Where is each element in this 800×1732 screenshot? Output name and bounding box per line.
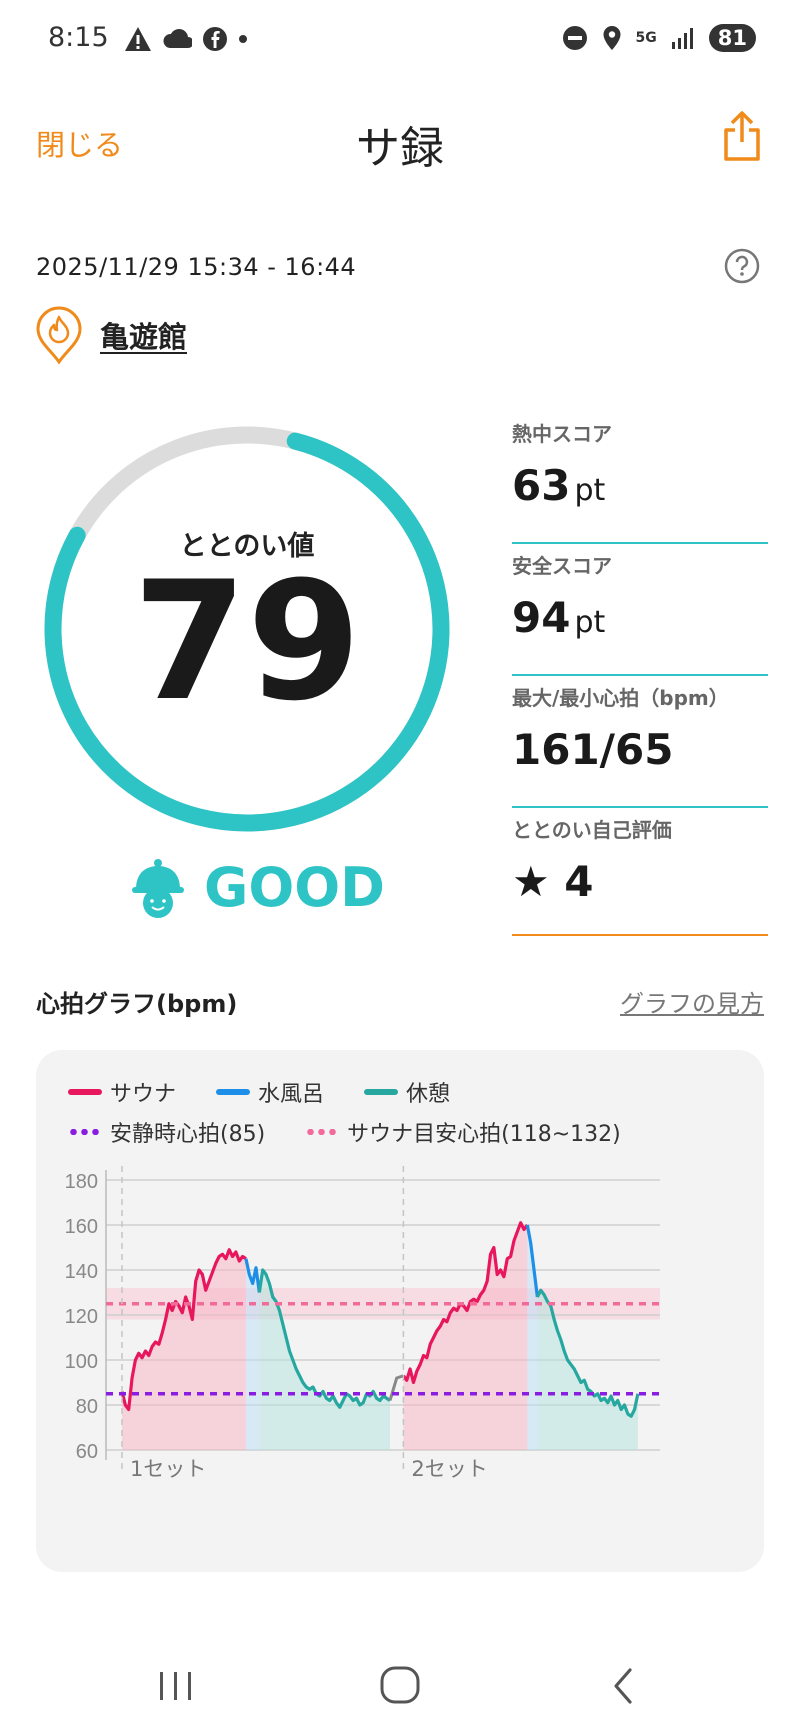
back-icon[interactable] — [596, 1660, 652, 1712]
sauna-hat-face-icon — [132, 858, 184, 918]
notification-icons — [124, 26, 248, 52]
y-tick-label: 80 — [76, 1396, 98, 1418]
close-button[interactable]: 閉じる — [36, 128, 124, 162]
status-bar: 8:15 5G 81 — [0, 0, 800, 84]
cloud-icon — [163, 29, 192, 48]
sauna-pin-icon — [36, 306, 82, 364]
stat-value: 94 pt — [512, 593, 606, 642]
facility-name-link[interactable]: 亀遊館 — [100, 320, 188, 354]
set-label: 2セット — [411, 1457, 487, 1481]
legend-water: 水風呂 — [216, 1076, 324, 1108]
stat-label: ととのい自己評価 — [512, 818, 672, 842]
recent-apps-icon[interactable] — [148, 1660, 204, 1712]
heart-rate-chart-card: サウナ 水風呂 休憩 安静時心拍(85) サウナ目安心拍(118~132) 18… — [36, 1050, 764, 1572]
score-label: ととのい値 — [179, 531, 315, 562]
heart-rate-chart: 180 160 140 120 100 80 60 1セット 2セット — [65, 1166, 660, 1481]
score-gauge — [44, 426, 450, 832]
series-area — [122, 1249, 246, 1450]
stat-value: 161/65 — [512, 725, 674, 774]
facebook-icon — [203, 27, 227, 51]
legend-sauna: サウナ — [68, 1076, 176, 1108]
series-line — [244, 1258, 261, 1293]
stat-value: 63 pt — [512, 461, 606, 510]
session-date-range: 2025/11/29 15:34 - 16:44 — [36, 253, 357, 281]
page-title: サ録 — [356, 123, 444, 174]
dot-icon — [239, 35, 247, 43]
status-time: 8:15 — [48, 22, 109, 53]
help-icon[interactable] — [724, 248, 760, 284]
system-nav-bar — [0, 1640, 800, 1732]
share-icon[interactable] — [722, 110, 762, 162]
y-tick-label: 180 — [65, 1171, 98, 1193]
do-not-disturb-icon — [562, 26, 587, 50]
score-value: 79 — [132, 546, 362, 737]
location-icon — [603, 26, 621, 50]
stat-label: 安全スコア — [512, 554, 612, 578]
warning-icon — [125, 27, 151, 51]
signal-icon — [671, 28, 693, 49]
stat-safety-score: 安全スコア 94 pt — [512, 544, 768, 676]
stat-label: 最大/最小心拍（bpm） — [512, 686, 729, 710]
y-tick-label: 120 — [65, 1306, 98, 1328]
series-line — [525, 1224, 539, 1298]
stat-heart-rate: 最大/最小心拍（bpm） 161/65 — [512, 676, 768, 808]
status-right-icons: 5G 81 — [562, 24, 756, 52]
network-type: 5G — [635, 30, 657, 46]
series-area — [259, 1270, 390, 1450]
series-area — [537, 1290, 638, 1450]
y-tick-label: 160 — [65, 1216, 98, 1238]
series-line — [535, 1288, 640, 1418]
chart-help-link[interactable]: グラフの見方 — [620, 990, 764, 1018]
grade-text: GOOD — [204, 856, 385, 919]
stat-self-rating: ととのい自己評価 ★ 4 — [512, 808, 768, 936]
legend-target-hr: サウナ目安心拍(118~132) — [305, 1116, 621, 1148]
set-label: 1セット — [130, 1457, 206, 1481]
score-gauge-arc — [44, 426, 450, 832]
y-tick-label: 60 — [76, 1441, 98, 1463]
stats-panel: 熱中スコア 63 pt 安全スコア 94 pt 最大/最小心拍（bpm） 161/6… — [512, 412, 768, 936]
series-line — [120, 1248, 247, 1412]
chart-section-title: 心拍グラフ(bpm) — [36, 990, 238, 1018]
legend-rest: 休憩 — [364, 1076, 450, 1108]
chart-legend-row-1: サウナ 水風呂 休憩 — [68, 1076, 476, 1108]
battery-level: 81 — [708, 24, 756, 52]
facility: 亀遊館 — [36, 306, 187, 364]
chart-legend-row-2: 安静時心拍(85) サウナ目安心拍(118~132) — [68, 1116, 647, 1148]
y-tick-label: 100 — [65, 1351, 98, 1373]
stat-label: 熱中スコア — [512, 422, 612, 446]
legend-resting-hr: 安静時心拍(85) — [68, 1116, 265, 1148]
y-tick-label: 140 — [65, 1261, 98, 1283]
series-line — [402, 1221, 529, 1385]
stat-value: ★ 4 — [512, 857, 594, 906]
home-icon[interactable] — [372, 1660, 428, 1712]
stat-heat-score: 熱中スコア 63 pt — [512, 412, 768, 544]
grade: GOOD — [130, 856, 385, 919]
app-header: 閉じる サ録 — [0, 96, 800, 186]
transition-line — [388, 1374, 404, 1401]
series-area — [245, 1258, 260, 1450]
